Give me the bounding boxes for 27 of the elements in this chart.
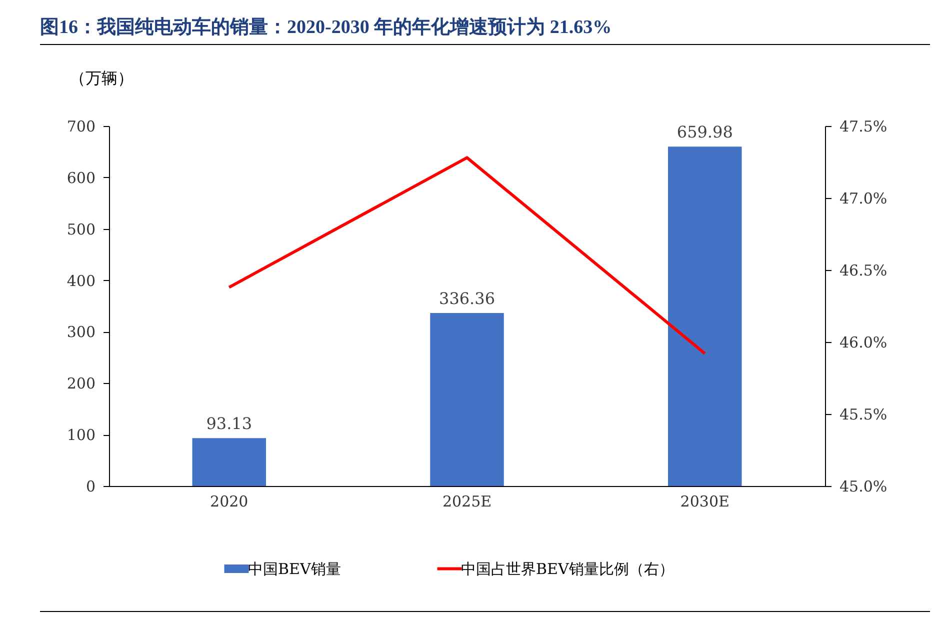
y-axis-title: （万辆） — [70, 68, 134, 88]
y2-tick-label: 45.5% — [840, 406, 888, 424]
data-label: 659.98 — [676, 122, 733, 142]
y2-tick-label: 47.5% — [840, 118, 888, 136]
bar — [192, 438, 266, 486]
y2-tick-label: 45.0% — [840, 478, 888, 496]
x-tick-label: 2030E — [680, 492, 730, 510]
legend-label: 中国占世界BEV销量比例（右） — [461, 560, 674, 578]
y-tick-label: 700 — [66, 118, 96, 136]
legend-label: 中国BEV销量 — [248, 560, 341, 578]
y-tick-label: 0 — [86, 478, 96, 496]
bar — [668, 146, 742, 486]
data-label: 93.13 — [206, 414, 252, 434]
y-tick-label: 400 — [66, 272, 96, 290]
bar — [430, 313, 504, 486]
y2-tick-label: 46.0% — [840, 334, 888, 352]
y-tick-label: 500 — [66, 220, 96, 238]
chart-title: 图16：我国纯电动车的销量：2020-2030 年的年化增速预计为 21.63% — [40, 14, 930, 45]
y2-tick-label: 47.0% — [840, 190, 888, 208]
y2-tick-label: 46.5% — [840, 262, 888, 280]
x-tick-label: 2025E — [442, 492, 492, 510]
y-tick-label: 100 — [66, 426, 96, 444]
x-tick-label: 2020 — [210, 492, 248, 510]
data-label: 336.36 — [439, 289, 495, 308]
y-tick-label: 200 — [66, 374, 96, 393]
y-tick-label: 600 — [66, 168, 96, 187]
y-tick-label: 300 — [66, 323, 96, 342]
